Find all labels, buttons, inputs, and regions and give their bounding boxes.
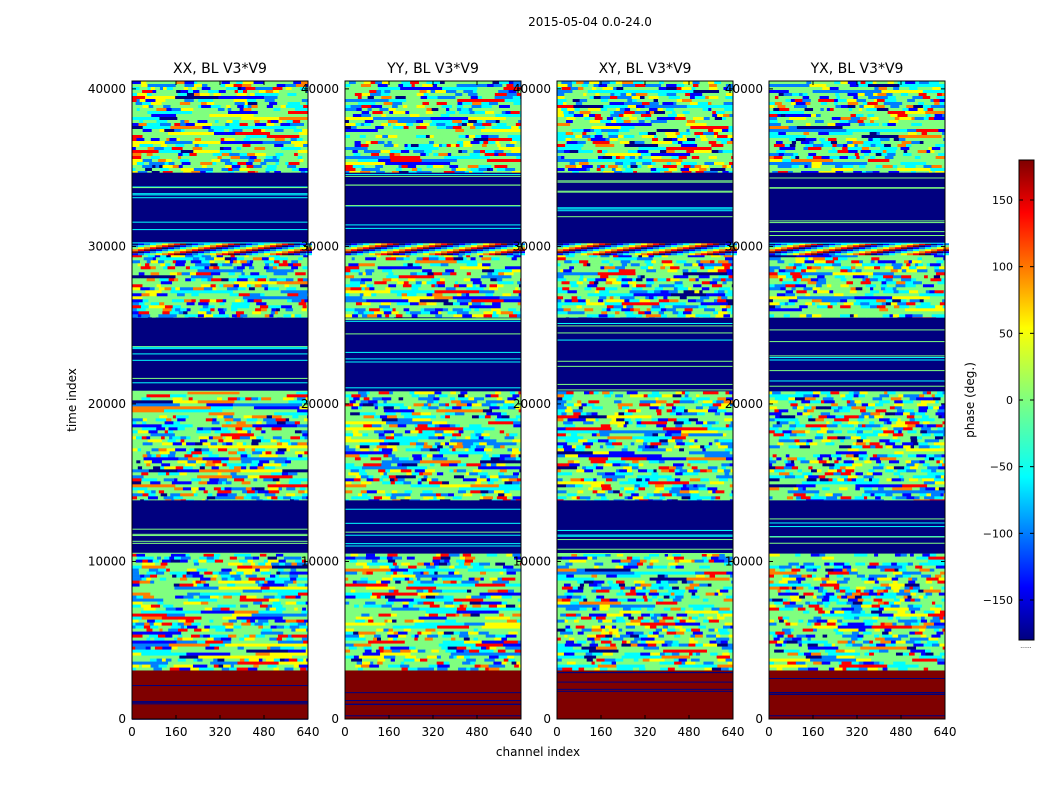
colorbar-tick-label: −50 [990,461,1013,474]
x-tick-label: 640 [510,725,533,739]
y-tick-label: 0 [331,712,339,726]
y-tick-label: 10000 [88,554,126,568]
x-tick-label: 640 [934,725,957,739]
y-tick-label: 20000 [301,397,339,411]
x-tick-label: 0 [765,725,773,739]
colorbar-tick-label: 100 [992,261,1013,274]
y-tick-label: 20000 [88,397,126,411]
y-tick-label: 40000 [88,82,126,96]
panel-title: YY, BL V3*V9 [386,61,479,77]
y-tick-label: 10000 [725,554,763,568]
panel-title: XX, BL V3*V9 [173,61,267,77]
colorbar-extra-label: ...... [1020,643,1032,650]
colorbar-tick-label: −150 [983,594,1013,607]
y-tick-label: 20000 [513,397,551,411]
colorbar-tick-label: 0 [1006,394,1013,407]
x-tick-label: 640 [297,725,320,739]
x-tick-label: 320 [634,725,657,739]
panel-title: XY, BL V3*V9 [599,61,692,77]
y-tick-label: 10000 [513,554,551,568]
panels: XX, BL V3*V9 0 160 320 480 640 0 10000 20000 3000… [88,61,957,739]
y-tick-label: 20000 [725,397,763,411]
heatmap-image [557,81,737,719]
x-axis-label: channel index [496,745,580,759]
colorbar-tick-label: −100 [983,527,1013,540]
y-tick-label: 0 [543,712,551,726]
x-tick-label: 480 [253,725,276,739]
x-tick-label: 160 [165,725,188,739]
x-tick-label: 160 [590,725,613,739]
y-axis-label: time index [65,368,79,432]
colorbar-label: phase (deg.) [963,362,977,438]
y-tick-label: 10000 [301,554,339,568]
x-tick-label: 640 [722,725,745,739]
y-tick-label: 40000 [725,82,763,96]
x-tick-label: 320 [422,725,445,739]
panel-2: YY, BL V3*V9 0 160 320 480 640 0 10000 20000 3000… [301,61,533,739]
y-tick-label: 0 [755,712,763,726]
y-tick-label: 40000 [513,82,551,96]
x-tick-label: 480 [678,725,701,739]
y-tick-label: 40000 [301,82,339,96]
x-tick-label: 160 [802,725,825,739]
panel-4: YX, BL V3*V9 0 160 320 480 640 0 10000 20000 3000… [725,61,957,739]
colorbar-tick-label: 150 [992,194,1013,207]
y-tick-label: 30000 [513,239,551,253]
x-tick-label: 0 [553,725,561,739]
y-tick-label: 30000 [88,239,126,253]
panel-3: XY, BL V3*V9 0 160 320 480 640 0 10000 20000 3000… [513,61,745,739]
heatmap-image [132,81,312,720]
figure-suptitle: 2015-05-04 0.0-24.0 [528,15,652,29]
y-tick-label: 30000 [301,239,339,253]
x-tick-label: 320 [209,725,232,739]
panel-title: YX, BL V3*V9 [810,61,904,77]
x-tick-label: 0 [341,725,349,739]
colorbar: −150 −100 −50 0 50 100 150 phase (deg.) ...... [963,160,1034,650]
y-tick-label: 30000 [725,239,763,253]
x-tick-label: 480 [890,725,913,739]
heatmap-image [769,81,949,719]
colorbar-tick-label: 50 [999,327,1013,340]
y-tick-label: 0 [118,712,126,726]
x-tick-label: 160 [378,725,401,739]
panel-1: XX, BL V3*V9 0 160 320 480 640 0 10000 20000 3000… [88,61,320,739]
x-tick-label: 480 [466,725,489,739]
heatmap-image [345,81,525,719]
x-tick-label: 320 [846,725,869,739]
x-tick-label: 0 [128,725,136,739]
